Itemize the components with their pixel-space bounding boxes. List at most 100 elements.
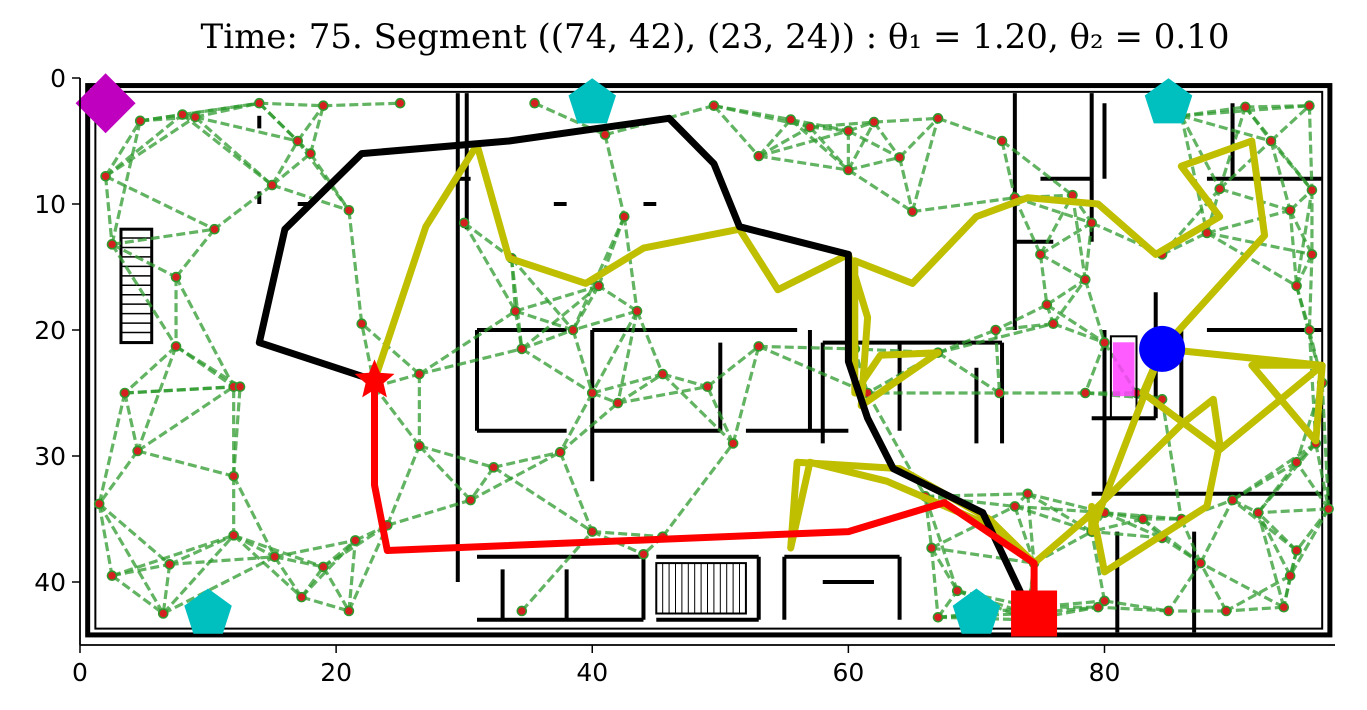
- roadmap-edge: [936, 589, 959, 619]
- roadmap-node: [843, 164, 854, 176]
- roadmap-edge: [169, 555, 275, 566]
- roadmap-node: [1284, 570, 1296, 582]
- roadmap-edge: [1051, 278, 1087, 325]
- roadmap-node: [1284, 205, 1296, 216]
- roadmap-edge: [110, 243, 178, 348]
- sensor-pentagon-marker: [1144, 78, 1193, 124]
- roadmap-edge: [194, 115, 299, 143]
- roadmap-edge: [712, 104, 760, 158]
- roadmap-edge: [1295, 461, 1330, 510]
- roadmap-edge: [1160, 399, 1183, 520]
- sensor-pentagon-marker: [952, 588, 1001, 634]
- x-tick-label: 20: [320, 658, 352, 687]
- roadmap-node: [1163, 605, 1174, 617]
- roadmap-edge: [510, 257, 575, 332]
- roadmap-edge: [1256, 512, 1286, 608]
- roadmap-edge: [1014, 196, 1093, 225]
- roadmap-edge: [603, 134, 626, 217]
- roadmap-edge: [1091, 530, 1163, 540]
- roadmap-node: [990, 324, 1001, 336]
- roadmap-edge: [513, 310, 524, 350]
- roadmap-edge: [1181, 105, 1246, 118]
- roadmap-edge: [1083, 342, 1106, 394]
- roadmap-node: [996, 135, 1008, 147]
- roadmap-edge: [270, 140, 300, 186]
- y-tick-label: 0: [50, 64, 66, 93]
- roadmap-edge: [509, 258, 524, 350]
- y-tick-label: 10: [34, 190, 66, 219]
- roadmap-edge: [1039, 253, 1087, 281]
- roadmap-node: [119, 387, 131, 399]
- roadmap-node: [356, 318, 368, 330]
- roadmap-node: [618, 211, 630, 222]
- roadmap-edge: [111, 242, 177, 279]
- roadmap-node: [994, 387, 1005, 399]
- roadmap-node: [567, 324, 579, 336]
- roadmap-edge: [520, 347, 594, 395]
- obstacle-fill: [1112, 342, 1135, 397]
- roadmap-node: [529, 97, 540, 109]
- roadmap-node: [228, 470, 239, 482]
- roadmap-edge: [1090, 531, 1107, 602]
- roadmap-node: [631, 305, 643, 317]
- roadmap-edge: [1052, 322, 1106, 345]
- x-tick-label: 0: [72, 658, 88, 687]
- roadmap-edge: [1179, 115, 1222, 190]
- roadmap-edge: [111, 574, 165, 615]
- roadmap-edge: [462, 222, 517, 312]
- roadmap-edge: [662, 372, 708, 389]
- roadmap-edge: [1199, 562, 1228, 612]
- roadmap-edge: [558, 392, 594, 453]
- roadmap-edge: [124, 385, 241, 395]
- roadmap-edge: [360, 323, 377, 388]
- roadmap-node: [266, 179, 278, 191]
- roadmap-edge: [571, 285, 601, 331]
- roadmap-edge: [758, 154, 849, 172]
- roadmap-edge: [1000, 140, 1017, 199]
- roadmap-node: [510, 305, 521, 317]
- roadmap-node: [414, 368, 425, 380]
- roadmap-node: [318, 100, 329, 112]
- roadmap-edge: [1033, 530, 1093, 565]
- roadmap-edge: [635, 310, 665, 375]
- roadmap-edge: [469, 450, 561, 502]
- roadmap-edge: [162, 534, 235, 615]
- roadmap-edge: [1083, 279, 1107, 344]
- roadmap-edge: [137, 449, 235, 478]
- roadmap-node: [1220, 605, 1232, 617]
- roadmap-node: [727, 438, 739, 449]
- roadmap-edge: [232, 534, 303, 599]
- roadmap-edge: [706, 386, 735, 445]
- roadmap-node: [1265, 135, 1277, 147]
- roadmap-edge: [994, 303, 1048, 332]
- y-tick-label: 20: [34, 316, 66, 345]
- roadmap-node: [170, 341, 182, 352]
- roadmap-node: [93, 498, 105, 510]
- roadmap-edge: [1180, 114, 1272, 143]
- roadmap-edge: [301, 595, 350, 613]
- roadmap-edge: [757, 125, 811, 158]
- obstacle-outline: [1109, 335, 1138, 420]
- roadmap-edge: [1013, 505, 1036, 564]
- roadmap-edge: [592, 530, 663, 539]
- roadmap-node: [907, 206, 918, 217]
- start-square-marker: [1011, 590, 1058, 637]
- roadmap-edge: [1295, 189, 1314, 287]
- roadmap-edge: [274, 538, 356, 559]
- roadmap-edge: [194, 115, 274, 187]
- roadmap-edge: [123, 392, 140, 452]
- roadmap-edge: [1269, 140, 1292, 211]
- roadmap-edge: [1167, 562, 1202, 612]
- roadmap-node: [318, 561, 329, 573]
- roadmap-edge: [110, 120, 142, 245]
- roadmap-edge: [418, 309, 517, 376]
- roadmap-node: [1291, 456, 1302, 468]
- roadmap-edge: [898, 117, 940, 159]
- roadmap-node: [343, 605, 355, 617]
- roadmap-edge: [1269, 104, 1311, 143]
- roadmap-edge: [469, 466, 495, 502]
- roadmap-edge: [111, 227, 215, 246]
- path-series-line: [255, 114, 1032, 611]
- map-outer-wall: [85, 83, 1333, 638]
